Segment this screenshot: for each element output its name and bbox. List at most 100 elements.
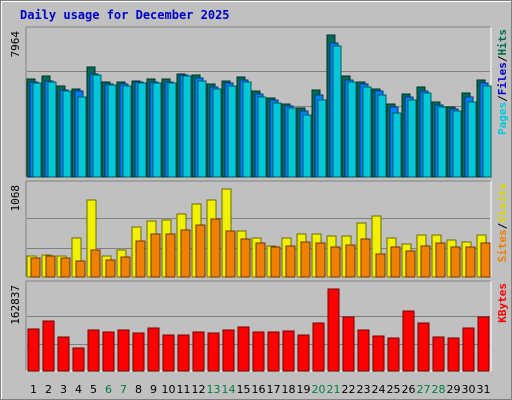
bar-kbytes-day-30	[462, 327, 475, 372]
bar-pages-day-10	[167, 82, 177, 178]
bar-kbytes-day-6	[102, 331, 115, 372]
bar-sites-day-29	[450, 246, 461, 278]
chart-title: Daily usage for December 2025	[20, 8, 230, 22]
x-axis-day-label: 4	[75, 383, 82, 396]
bar-sites-day-31	[480, 242, 491, 278]
bar-pages-day-16	[257, 96, 267, 178]
bar-sites-day-2	[45, 255, 56, 278]
bar-pages-day-20	[317, 99, 327, 178]
bar-kbytes-day-12	[192, 331, 205, 372]
bar-pages-day-30	[467, 101, 477, 178]
x-axis-day-label: 30	[462, 383, 476, 396]
bar-pages-day-18	[287, 107, 297, 178]
legend-separator: /	[496, 95, 509, 102]
x-axis-day-label: 21	[327, 383, 341, 396]
bar-sites-day-25	[390, 246, 401, 278]
bar-pages-day-11	[182, 75, 192, 178]
bar-pages-day-9	[152, 82, 162, 178]
bar-pages-day-3	[62, 90, 72, 178]
bar-kbytes-day-31	[477, 316, 490, 372]
legend-sites: Sites	[496, 229, 509, 262]
bar-sites-day-13	[210, 218, 221, 278]
bar-kbytes-day-22	[342, 316, 355, 372]
x-axis-day-label: 29	[447, 383, 461, 396]
bar-kbytes-day-7	[117, 329, 130, 372]
x-axis-day-label: 10	[162, 383, 176, 396]
bar-sites-day-22	[345, 244, 356, 278]
bar-kbytes-day-28	[432, 336, 445, 372]
bar-kbytes-day-13	[207, 332, 220, 372]
bar-sites-day-8	[135, 240, 146, 278]
bar-kbytes-day-1	[27, 328, 40, 372]
legend-visits: Visits	[496, 183, 509, 223]
x-axis-day-label: 5	[90, 383, 97, 396]
bar-pages-day-27	[422, 92, 432, 178]
bar-pages-day-31	[482, 85, 492, 178]
bar-pages-day-24	[377, 94, 387, 178]
x-axis-day-label: 7	[120, 383, 127, 396]
bar-sites-day-21	[330, 246, 341, 278]
x-axis-day-label: 13	[207, 383, 221, 396]
x-axis-day-label: 24	[372, 383, 386, 396]
bar-pages-day-2	[47, 81, 57, 178]
bar-sites-day-10	[165, 233, 176, 278]
bar-pages-day-26	[407, 99, 417, 178]
bar-sites-day-23	[360, 238, 371, 278]
x-axis-day-label: 26	[402, 383, 416, 396]
bar-pages-day-25	[392, 112, 402, 178]
x-axis-day-label: 11	[177, 383, 191, 396]
bar-pages-day-4	[77, 96, 87, 178]
x-axis-day-label: 28	[432, 383, 446, 396]
bar-kbytes-day-14	[222, 329, 235, 372]
legend-hits: Hits	[496, 29, 509, 56]
bar-sites-day-30	[465, 246, 476, 278]
bar-kbytes-day-26	[402, 310, 415, 372]
bar-sites-day-16	[255, 242, 266, 278]
x-axis-day-label: 12	[192, 383, 206, 396]
x-axis-day-label: 9	[150, 383, 157, 396]
bar-kbytes-day-2	[42, 320, 55, 372]
bar-sites-day-1	[30, 257, 41, 278]
bar-sites-day-18	[285, 245, 296, 278]
bar-sites-day-9	[150, 233, 161, 278]
bar-sites-day-24	[375, 253, 386, 278]
x-axis-day-label: 31	[477, 383, 491, 396]
x-axis-day-label: 18	[282, 383, 296, 396]
x-axis-day-label: 25	[387, 383, 401, 396]
legend-separator: /	[496, 55, 509, 62]
bar-kbytes-day-19	[297, 334, 310, 372]
bar-kbytes-day-20	[312, 322, 325, 372]
bar-kbytes-day-11	[177, 334, 190, 372]
bar-pages-day-28	[437, 106, 447, 178]
series-legend-1: Pages/Files/Hits	[496, 29, 509, 135]
bar-sites-day-19	[300, 241, 311, 278]
bar-kbytes-day-3	[57, 336, 70, 372]
bar-sites-day-11	[180, 229, 191, 278]
bar-pages-day-8	[137, 82, 147, 178]
bar-kbytes-day-15	[237, 326, 250, 372]
x-axis-day-label: 17	[267, 383, 281, 396]
bar-kbytes-day-21	[327, 288, 340, 372]
x-axis-day-label: 6	[105, 383, 112, 396]
y-axis-max-label: 7964	[9, 31, 22, 58]
bar-sites-day-6	[105, 259, 116, 278]
legend-kbytes: KBytes	[496, 283, 509, 323]
x-axis-day-label: 20	[312, 383, 326, 396]
bar-sites-day-14	[225, 230, 236, 278]
bar-pages-day-12	[197, 80, 207, 178]
x-axis-day-label: 19	[297, 383, 311, 396]
bar-pages-day-15	[242, 81, 252, 178]
legend-separator: /	[496, 222, 509, 229]
bar-pages-day-13	[212, 88, 222, 178]
bar-pages-day-5	[92, 74, 102, 178]
bar-kbytes-day-24	[372, 335, 385, 372]
x-axis-day-label: 3	[60, 383, 67, 396]
y-axis-max-label: 1068	[9, 185, 22, 212]
bar-pages-day-22	[347, 81, 357, 178]
legend-pages: Pages	[496, 102, 509, 135]
bar-pages-day-17	[272, 102, 282, 178]
bar-pages-day-6	[107, 84, 117, 178]
x-axis-day-label: 22	[342, 383, 356, 396]
